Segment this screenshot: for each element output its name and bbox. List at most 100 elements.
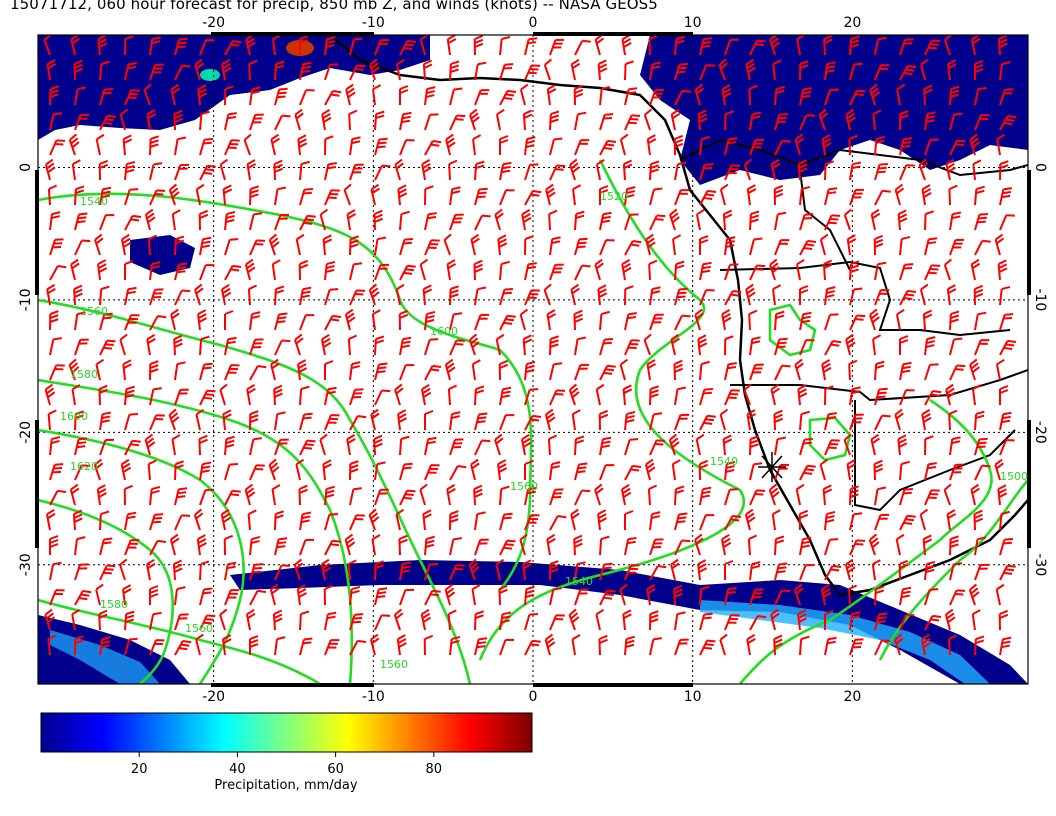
wind-barb — [473, 259, 483, 281]
wind-barb — [149, 288, 164, 306]
wind-barb — [249, 86, 261, 106]
wind-barb — [119, 558, 128, 581]
wind-barb — [195, 408, 205, 431]
wind-barb — [599, 139, 617, 156]
wind-barb — [149, 315, 167, 331]
wind-barb — [724, 290, 742, 306]
map-title: 15071712, 060 hour forecast for precip, … — [10, 0, 658, 13]
wind-barb — [598, 409, 609, 431]
wind-barb — [745, 283, 756, 306]
lon-tick-top: 10 — [684, 15, 702, 31]
wind-barb — [799, 213, 814, 231]
lat-tick-left: -10 — [18, 288, 34, 311]
wind-barb — [599, 464, 615, 481]
wind-barb — [149, 162, 163, 181]
wind-barb — [119, 333, 128, 356]
wind-barb — [845, 333, 856, 356]
lat-tick-right: -10 — [1032, 288, 1048, 311]
wind-barb — [499, 287, 514, 306]
wind-barb — [699, 360, 710, 381]
wind-barb — [649, 61, 662, 81]
wind-barb — [724, 514, 742, 531]
wind-barb — [549, 335, 559, 356]
wind-barb — [749, 39, 766, 56]
wind-barb — [924, 489, 940, 506]
wind-barb — [769, 258, 780, 281]
wind-barb — [146, 109, 157, 131]
wind-barb — [974, 536, 987, 556]
wind-barb — [344, 533, 356, 556]
wind-barb — [248, 59, 258, 81]
wind-barb — [974, 437, 988, 456]
contour-label: 1580 — [100, 598, 128, 611]
wind-barb — [399, 364, 415, 381]
wind-barb — [449, 438, 464, 456]
wind-barb — [395, 508, 405, 531]
wind-barb — [943, 483, 952, 506]
wind-barb — [499, 135, 509, 155]
wind-barb — [543, 58, 553, 81]
wind-barb — [624, 240, 642, 256]
wind-barb — [420, 608, 432, 631]
wind-barb — [299, 187, 314, 206]
wind-barb — [124, 260, 134, 280]
wind-barb — [199, 164, 216, 181]
wind-barb — [972, 159, 982, 181]
wind-barb — [820, 583, 832, 606]
wind-barb — [973, 509, 983, 531]
asterisk-station-marker — [758, 452, 786, 482]
wind-barb — [649, 412, 663, 431]
wind-barb — [49, 238, 64, 256]
wind-barb — [899, 487, 914, 506]
wind-barb — [946, 509, 957, 531]
wind-barb — [49, 489, 67, 506]
wind-barb — [199, 137, 214, 156]
wind-barb — [99, 339, 116, 356]
wind-barb — [874, 360, 885, 381]
wind-barb — [724, 560, 734, 580]
wind-barb — [896, 84, 906, 106]
wind-barb — [797, 609, 808, 631]
wind-barb — [499, 485, 510, 506]
wind-barb — [570, 58, 581, 81]
wind-barb — [770, 608, 780, 631]
wind-barb — [497, 459, 508, 481]
wind-barb — [49, 364, 65, 381]
wind-barb — [918, 158, 929, 181]
wind-barb — [999, 285, 1011, 306]
wind-barb — [374, 236, 387, 256]
wind-barb — [574, 264, 591, 281]
wind-barb — [244, 483, 256, 506]
wind-barb — [424, 185, 434, 206]
wind-barb — [774, 562, 788, 581]
wind-barb — [274, 60, 285, 81]
wind-barb — [846, 234, 857, 256]
wind-barb — [299, 385, 310, 406]
wind-barb — [974, 563, 990, 581]
wind-barb — [599, 239, 615, 256]
wind-barb — [674, 260, 685, 281]
wind-barb — [349, 64, 366, 81]
wind-barb — [999, 339, 1017, 356]
wind-barb — [898, 559, 909, 581]
wind-barb — [823, 35, 833, 56]
wind-barb — [424, 364, 442, 381]
wind-barb — [399, 489, 416, 506]
wind-barb — [346, 434, 356, 456]
wind-barb — [74, 212, 88, 231]
wind-barb — [124, 610, 135, 631]
wind-barb — [399, 39, 417, 56]
wind-barb — [474, 385, 485, 406]
wind-barb — [198, 434, 208, 456]
wind-barb — [849, 386, 861, 406]
wind-barb — [522, 334, 533, 356]
wind-barb — [899, 235, 911, 256]
wind-barb — [799, 185, 811, 206]
wind-barb — [95, 358, 105, 381]
contour-label: 1540 — [565, 575, 593, 588]
wind-barb — [74, 464, 91, 481]
wind-barb — [299, 89, 315, 106]
wind-barb — [147, 234, 158, 256]
wind-barb — [47, 184, 58, 206]
wind-barb — [994, 233, 1005, 256]
